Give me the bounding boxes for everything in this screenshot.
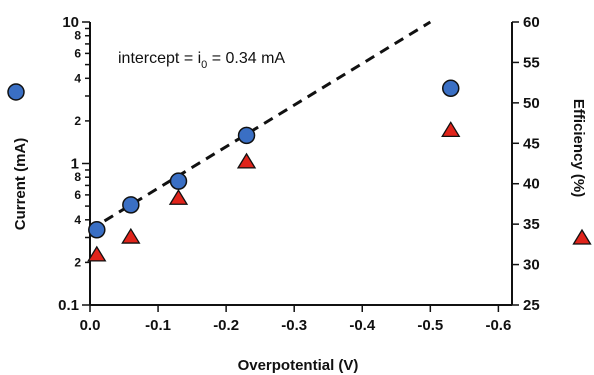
current-point bbox=[122, 196, 140, 214]
y-left-minor-label: 8 bbox=[74, 29, 81, 43]
fit-line-group bbox=[89, 20, 432, 232]
y-left-minor-label: 6 bbox=[74, 46, 81, 60]
x-tick-label: -0.1 bbox=[145, 317, 171, 334]
y-right-tick-label: 55 bbox=[523, 54, 540, 71]
y-right-tick-label: 30 bbox=[523, 257, 540, 274]
y-left-major-label: 10 bbox=[62, 14, 79, 31]
y-right-tick-label: 50 bbox=[523, 95, 540, 112]
annotation-prefix: intercept = i bbox=[118, 50, 201, 67]
current-point bbox=[169, 172, 188, 190]
y-left-axis-title: Current (mA) bbox=[12, 138, 29, 231]
x-tick-label: -0.6 bbox=[485, 317, 511, 334]
current-point bbox=[441, 79, 460, 98]
y-right-tick-label: 40 bbox=[523, 176, 540, 193]
efficiency-legend-marker bbox=[572, 228, 592, 245]
y-right-tick-label: 25 bbox=[523, 297, 540, 314]
x-tick-label: -0.5 bbox=[417, 317, 443, 334]
y-left-major-label: 0.1 bbox=[58, 297, 79, 314]
efficiency-point bbox=[441, 121, 461, 137]
x-tick-label: -0.3 bbox=[281, 317, 307, 334]
data-marks bbox=[87, 79, 461, 262]
y-left-minor-label: 2 bbox=[74, 255, 81, 269]
efficiency-point bbox=[121, 227, 141, 244]
annotation-subscript: 0 bbox=[201, 59, 207, 71]
y-left-major-label: 1 bbox=[71, 156, 79, 173]
y-right-tick-label: 60 bbox=[523, 14, 540, 31]
ticks: 0.0 -0.1 -0.2 -0.3 -0.4 -0.5 -0.6 0.1 1 10 2 4 6 8 2 4 6… bbox=[58, 14, 540, 334]
fit-line bbox=[89, 20, 432, 232]
y-right-tick-label: 35 bbox=[523, 216, 540, 233]
y-left-minor-label: 4 bbox=[74, 213, 81, 227]
y-left-minor-label: 8 bbox=[74, 170, 81, 184]
y-left-minor-label: 2 bbox=[74, 114, 81, 128]
current-point bbox=[88, 221, 106, 239]
y-right-tick-label: 45 bbox=[523, 135, 540, 152]
efficiency-point bbox=[168, 189, 189, 205]
x-axis-title: Overpotential (V) bbox=[238, 357, 359, 374]
efficiency-point bbox=[87, 245, 107, 262]
efficiency-point bbox=[236, 152, 257, 169]
current-legend-marker bbox=[7, 83, 25, 101]
current-point bbox=[237, 126, 256, 145]
intercept-annotation: intercept = i0 = 0.34 mA bbox=[118, 50, 285, 71]
x-tick-label: 0.0 bbox=[80, 317, 101, 334]
y-right-axis-title: Efficiency (%) bbox=[570, 99, 587, 197]
legend-markers bbox=[7, 83, 592, 245]
x-tick-label: -0.2 bbox=[213, 317, 239, 334]
y-left-minor-label: 6 bbox=[74, 188, 81, 202]
x-tick-label: -0.4 bbox=[349, 317, 376, 334]
y-left-minor-label: 4 bbox=[74, 71, 81, 85]
annotation-suffix: = 0.34 mA bbox=[207, 50, 285, 67]
